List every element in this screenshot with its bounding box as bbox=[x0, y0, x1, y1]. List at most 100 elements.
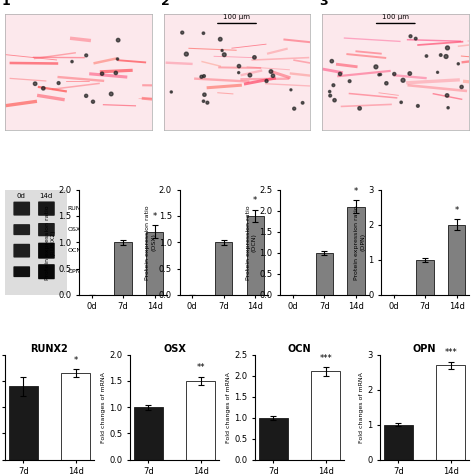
Point bbox=[455, 60, 462, 68]
Y-axis label: Fold changes of mRNA: Fold changes of mRNA bbox=[226, 372, 231, 443]
Text: *: * bbox=[455, 206, 459, 215]
Point bbox=[329, 82, 337, 89]
Point bbox=[267, 68, 275, 75]
Point bbox=[68, 58, 76, 65]
Y-axis label: Protein expression ratio
(OCN): Protein expression ratio (OCN) bbox=[246, 205, 257, 280]
Point bbox=[423, 52, 430, 60]
Bar bbox=[215, 242, 232, 295]
Bar bbox=[384, 425, 413, 460]
Point bbox=[328, 57, 336, 65]
Point bbox=[55, 79, 63, 87]
Title: RUNX2: RUNX2 bbox=[30, 344, 68, 354]
Point bbox=[458, 83, 465, 91]
Bar bbox=[114, 242, 132, 295]
FancyBboxPatch shape bbox=[13, 201, 30, 216]
Point bbox=[406, 70, 414, 77]
Bar bbox=[134, 407, 163, 460]
Point bbox=[39, 84, 47, 92]
Text: *: * bbox=[253, 196, 257, 205]
FancyBboxPatch shape bbox=[13, 266, 30, 277]
Point bbox=[383, 80, 390, 87]
Bar bbox=[311, 372, 340, 460]
Title: OPN: OPN bbox=[413, 344, 437, 354]
Text: OPN: OPN bbox=[68, 269, 81, 274]
Bar bbox=[316, 253, 333, 295]
Text: 14d: 14d bbox=[39, 193, 53, 199]
Text: *: * bbox=[354, 187, 358, 196]
Bar bbox=[146, 232, 163, 295]
Text: 100 μm: 100 μm bbox=[224, 14, 250, 20]
Point bbox=[299, 99, 306, 107]
Point bbox=[377, 71, 384, 78]
Point bbox=[82, 92, 90, 100]
FancyBboxPatch shape bbox=[13, 224, 30, 235]
Y-axis label: Protein expression ratio
(RUNX2): Protein expression ratio (RUNX2) bbox=[45, 205, 55, 280]
Point bbox=[246, 72, 254, 79]
Title: OCN: OCN bbox=[288, 344, 311, 354]
Point bbox=[200, 72, 208, 80]
Point bbox=[407, 32, 414, 40]
Text: **: ** bbox=[196, 364, 205, 373]
Point bbox=[201, 91, 208, 99]
Point bbox=[112, 69, 119, 77]
Point bbox=[399, 76, 407, 84]
Bar bbox=[9, 386, 37, 460]
Point bbox=[287, 86, 295, 93]
Point bbox=[397, 99, 405, 106]
Point bbox=[372, 63, 380, 71]
Text: 1: 1 bbox=[2, 0, 10, 9]
Y-axis label: Protein expression ratio
(OPN): Protein expression ratio (OPN) bbox=[355, 205, 365, 280]
Text: *: * bbox=[73, 356, 78, 365]
Point bbox=[444, 104, 452, 111]
Point bbox=[326, 88, 334, 95]
Point bbox=[291, 105, 298, 112]
Y-axis label: Protein expression ratio
(OSX): Protein expression ratio (OSX) bbox=[146, 205, 156, 280]
Point bbox=[203, 99, 211, 107]
FancyBboxPatch shape bbox=[38, 264, 55, 279]
Point bbox=[198, 73, 205, 81]
Point bbox=[98, 70, 106, 78]
Bar bbox=[61, 373, 90, 460]
Point bbox=[444, 44, 451, 52]
Text: ***: *** bbox=[445, 348, 457, 357]
Text: *: * bbox=[153, 212, 157, 221]
Point bbox=[167, 88, 175, 96]
Point bbox=[327, 92, 334, 100]
Point bbox=[414, 102, 422, 109]
Point bbox=[235, 63, 243, 70]
Point bbox=[375, 71, 383, 79]
Point bbox=[219, 47, 226, 55]
Point bbox=[437, 51, 445, 59]
Text: OSX: OSX bbox=[68, 227, 81, 232]
Point bbox=[263, 77, 270, 85]
Point bbox=[114, 55, 121, 63]
Bar bbox=[417, 260, 434, 295]
Point bbox=[82, 52, 90, 59]
Bar bbox=[246, 216, 264, 295]
FancyBboxPatch shape bbox=[13, 244, 30, 257]
Point bbox=[179, 29, 186, 36]
Point bbox=[443, 91, 451, 99]
Point bbox=[391, 70, 398, 78]
FancyBboxPatch shape bbox=[38, 201, 55, 216]
FancyBboxPatch shape bbox=[38, 223, 55, 236]
Point bbox=[31, 80, 39, 88]
Point bbox=[434, 69, 441, 76]
Point bbox=[412, 35, 419, 42]
Text: 0d: 0d bbox=[17, 193, 26, 199]
Title: OSX: OSX bbox=[163, 344, 186, 354]
Text: ***: *** bbox=[319, 354, 332, 363]
Point bbox=[251, 54, 258, 61]
Point bbox=[235, 69, 243, 76]
Point bbox=[200, 29, 207, 37]
Point bbox=[182, 50, 190, 58]
Text: OCN: OCN bbox=[68, 248, 82, 253]
Text: 2: 2 bbox=[161, 0, 169, 9]
Point bbox=[269, 72, 277, 80]
Point bbox=[114, 36, 122, 44]
Point bbox=[346, 77, 354, 85]
Bar bbox=[448, 225, 465, 295]
Bar bbox=[259, 418, 288, 460]
Text: 100 μm: 100 μm bbox=[382, 14, 409, 20]
Point bbox=[331, 96, 338, 104]
